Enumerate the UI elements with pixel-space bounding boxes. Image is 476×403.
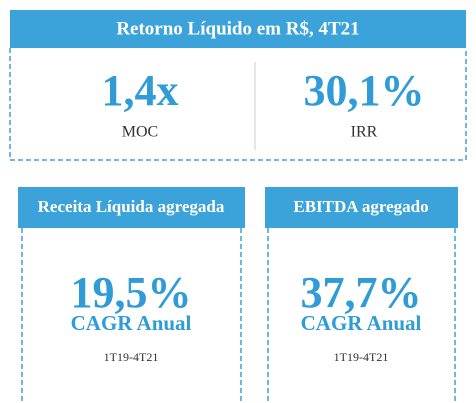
card-value: 37,7% (301, 268, 422, 317)
card-header (18, 187, 245, 228)
metric-label: IRR (351, 124, 378, 141)
card-value: 19,5% (71, 268, 192, 317)
card-title: Receita Líquida agregada (38, 197, 225, 216)
metric-value: 30,1% (304, 66, 425, 115)
card-label: CAGR Anual (301, 311, 422, 335)
metric-value: 1,4x (102, 66, 179, 115)
card-period: 1T19-4T21 (104, 350, 159, 364)
card-border (267, 228, 456, 403)
card-border (21, 228, 242, 403)
summary-header (10, 10, 466, 48)
card-header (265, 187, 458, 228)
card-period: 1T19-4T21 (334, 350, 389, 364)
metric-label: MOC (122, 124, 158, 141)
card-label: CAGR Anual (71, 311, 192, 335)
card-title: EBITDA agregado (293, 197, 428, 216)
summary-title: Retorno Líquido em R$, 4T21 (116, 18, 359, 39)
summary-border (9, 48, 467, 161)
